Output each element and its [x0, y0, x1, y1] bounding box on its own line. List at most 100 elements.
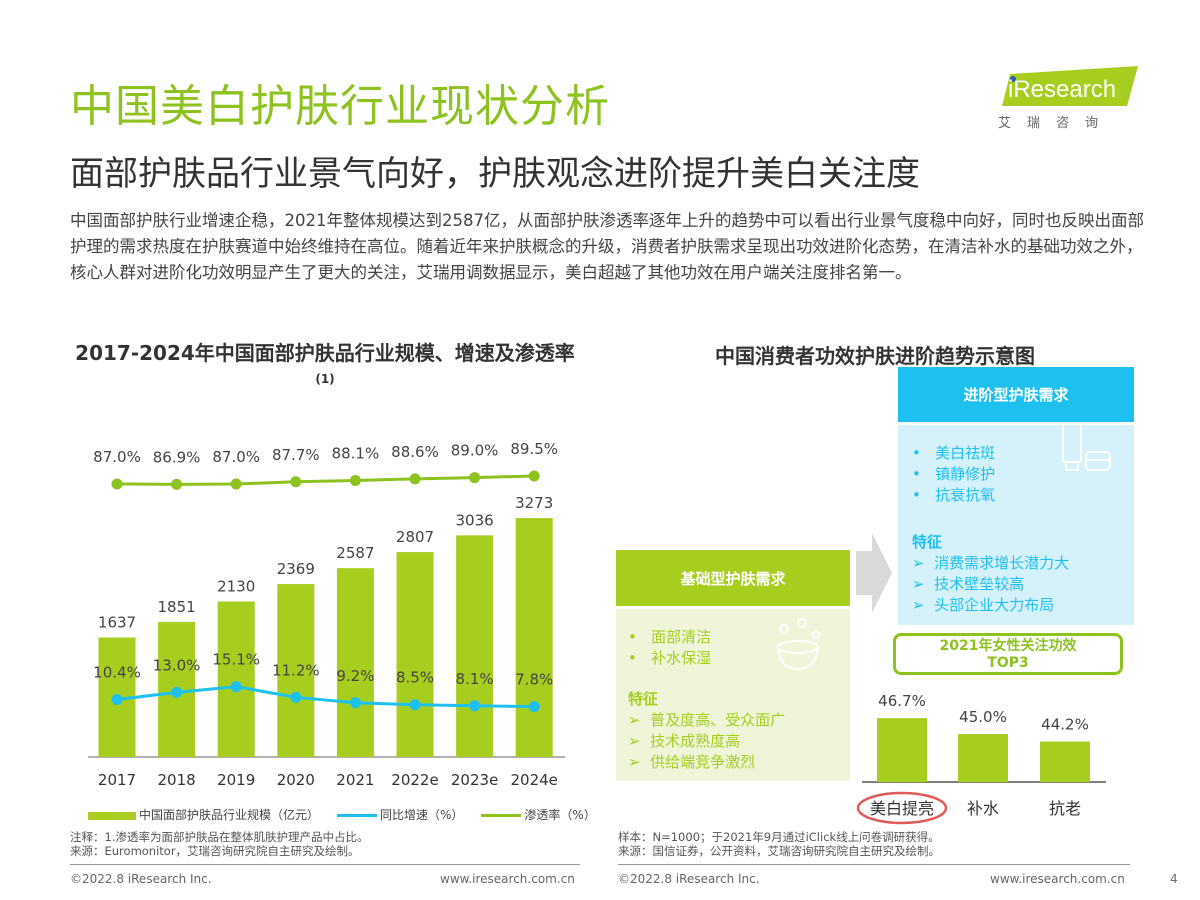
bar	[277, 584, 315, 757]
right-source: 来源：国信证券，公开资料，艾瑞咨询研究院自主研究及绘制。	[618, 844, 940, 858]
basic-items: • 面部清洁 • 补水保湿	[628, 627, 850, 669]
series-value-label: 11.2%	[272, 661, 320, 679]
logo-cn-text: 艾瑞咨询	[998, 116, 1115, 131]
series-point	[290, 476, 302, 488]
bar	[396, 552, 434, 757]
bar-value-label: 3273	[515, 494, 553, 512]
footer-url-right: www.iresearch.com.cn	[990, 872, 1125, 886]
series-point	[111, 478, 123, 490]
series-point	[290, 691, 302, 703]
series-point	[469, 700, 481, 712]
basic-box: • 面部清洁 • 补水保湿 特征 ➢ 普及度高、受众面广 ➢ 技术成熟度高 ➢ …	[616, 609, 850, 781]
left-chart-legend: 中国面部护肤品行业规模（亿元） 同比增速（%） 渗透率（%）	[88, 806, 596, 823]
series-point	[171, 478, 183, 490]
x-tick-label: 2021	[336, 771, 374, 789]
series-point	[349, 697, 361, 709]
left-divider	[70, 864, 580, 865]
bar-value-label: 2130	[217, 578, 255, 596]
left-notes: 注释：1.渗透率为面部护肤品在整体肌肤护理产品中占比。 来源：Euromonit…	[70, 830, 368, 858]
list-item: • 镇静修护	[912, 465, 996, 483]
advanced-feature-label: 特征	[912, 533, 943, 551]
left-chart-title: 2017-2024年中国面部护肤品行业规模、增速及渗透率 (1)	[70, 340, 580, 397]
list-item: • 面部清洁	[628, 628, 712, 646]
bar	[1040, 741, 1090, 782]
series-line	[116, 474, 535, 486]
cosmetic-tube-jar-icon	[1062, 423, 1111, 471]
bar	[877, 718, 927, 782]
advanced-box-header: 进阶型护肤需求	[898, 367, 1134, 422]
series-value-label: 87.7%	[272, 446, 320, 464]
washbasin-bubbles-icon	[777, 618, 820, 671]
basic-features: ➢ 普及度高、受众面广 ➢ 技术成熟度高 ➢ 供给端竞争激烈	[628, 710, 850, 773]
bar-value-label: 1851	[158, 598, 196, 616]
legend-swatch-blue-line	[337, 814, 378, 817]
x-tick-label: 抗老	[1049, 799, 1081, 818]
legend-label: 渗透率（%）	[524, 808, 596, 822]
list-item: ➢ 技术成熟度高	[628, 732, 741, 750]
legend-item-growth: 同比增速（%）	[337, 806, 463, 823]
left-chart-title-text: 2017-2024年中国面部护肤品行业规模、增速及渗透率	[75, 341, 575, 365]
series-value-label: 8.1%	[456, 670, 494, 688]
series-point	[230, 478, 242, 490]
series-value-label: 13.0%	[153, 656, 201, 674]
series-point	[528, 470, 540, 482]
bar-value-label: 45.0%	[959, 708, 1007, 726]
legend-swatch-bar	[88, 811, 136, 820]
list-item: ➢ 普及度高、受众面广	[628, 711, 786, 729]
right-sample: 样本：N=1000；于2021年9月通过iClick线上问卷调研获得。	[618, 830, 940, 844]
list-item: ➢ 消费需求增长潜力大	[912, 554, 1070, 572]
iresearch-logo: iResearch 艾瑞咨询	[990, 62, 1140, 134]
legend-swatch-green-line	[481, 814, 522, 817]
series-point	[230, 681, 242, 693]
bar-value-label: 2587	[336, 544, 374, 562]
series-point	[171, 686, 183, 698]
x-tick-label: 补水	[967, 799, 999, 818]
page-title: 中国美白护肤行业现状分析	[70, 81, 610, 132]
series-line	[116, 685, 535, 709]
series-value-label: 15.1%	[212, 651, 260, 669]
advanced-box: • 美白祛斑 • 镇静修护 • 抗衰抗氧 特征 ➢ 消费需求增长潜力大 ➢ 技术…	[898, 423, 1134, 625]
x-tick-label: 2023e	[451, 771, 498, 789]
x-tick-label: 2020	[277, 771, 315, 789]
advanced-features: ➢ 消费需求增长潜力大 ➢ 技术壁垒较高 ➢ 头部企业大力布局	[912, 553, 1134, 616]
series-value-label: 88.6%	[391, 443, 439, 461]
series-value-label: 9.2%	[336, 667, 374, 685]
legend-item-penetration: 渗透率（%）	[481, 806, 596, 823]
page-subtitle: 面部护肤品行业景气向好，护肤观念进阶提升美白关注度	[70, 154, 920, 194]
top3-subtitle: TOP3	[987, 655, 1029, 671]
bar-value-label: 46.7%	[878, 692, 926, 710]
bar	[336, 568, 374, 757]
footer-copyright-right: ©2022.8 iResearch Inc.	[618, 872, 760, 886]
bar	[515, 518, 553, 757]
series-point	[349, 474, 361, 486]
series-value-label: 87.0%	[212, 448, 260, 466]
series-value-label: 89.0%	[451, 442, 499, 460]
body-paragraph: 中国面部护肤行业增速企稳，2021年整体规模达到2587亿，从面部护肤渗透率逐年…	[70, 211, 1144, 282]
basic-feature-label: 特征	[628, 690, 659, 708]
legend-label: 中国面部护肤品行业规模（亿元）	[139, 808, 320, 822]
arrow-right-icon	[856, 533, 892, 613]
x-tick-label: 2017	[98, 771, 136, 789]
bar-value-label: 44.2%	[1041, 716, 1089, 734]
bar-value-label: 2369	[277, 560, 315, 578]
footer-copyright-left: ©2022.8 iResearch Inc.	[70, 872, 212, 886]
bar	[958, 734, 1008, 782]
bar-value-label: 1637	[98, 613, 136, 631]
list-item: ➢ 技术壁垒较高	[912, 575, 1025, 593]
bar	[217, 601, 255, 757]
series-point	[409, 473, 421, 485]
highlight-circle	[856, 791, 948, 825]
left-chart-title-note: (1)	[315, 372, 335, 386]
series-value-label: 87.0%	[93, 448, 141, 466]
left-note: 注释：1.渗透率为面部护肤品在整体肌肤护理产品中占比。	[70, 830, 369, 844]
series-value-label: 89.5%	[510, 440, 558, 458]
advanced-items: • 美白祛斑 • 镇静修护 • 抗衰抗氧	[912, 443, 1134, 506]
x-tick-label: 2022e	[391, 771, 438, 789]
series-point	[528, 701, 540, 713]
series-value-label: 10.4%	[93, 664, 141, 682]
legend-item-scale: 中国面部护肤品行业规模（亿元）	[88, 806, 319, 823]
basic-box-header: 基础型护肤需求	[616, 550, 850, 606]
x-tick-label: 2018	[158, 771, 196, 789]
series-value-label: 86.9%	[153, 448, 201, 466]
